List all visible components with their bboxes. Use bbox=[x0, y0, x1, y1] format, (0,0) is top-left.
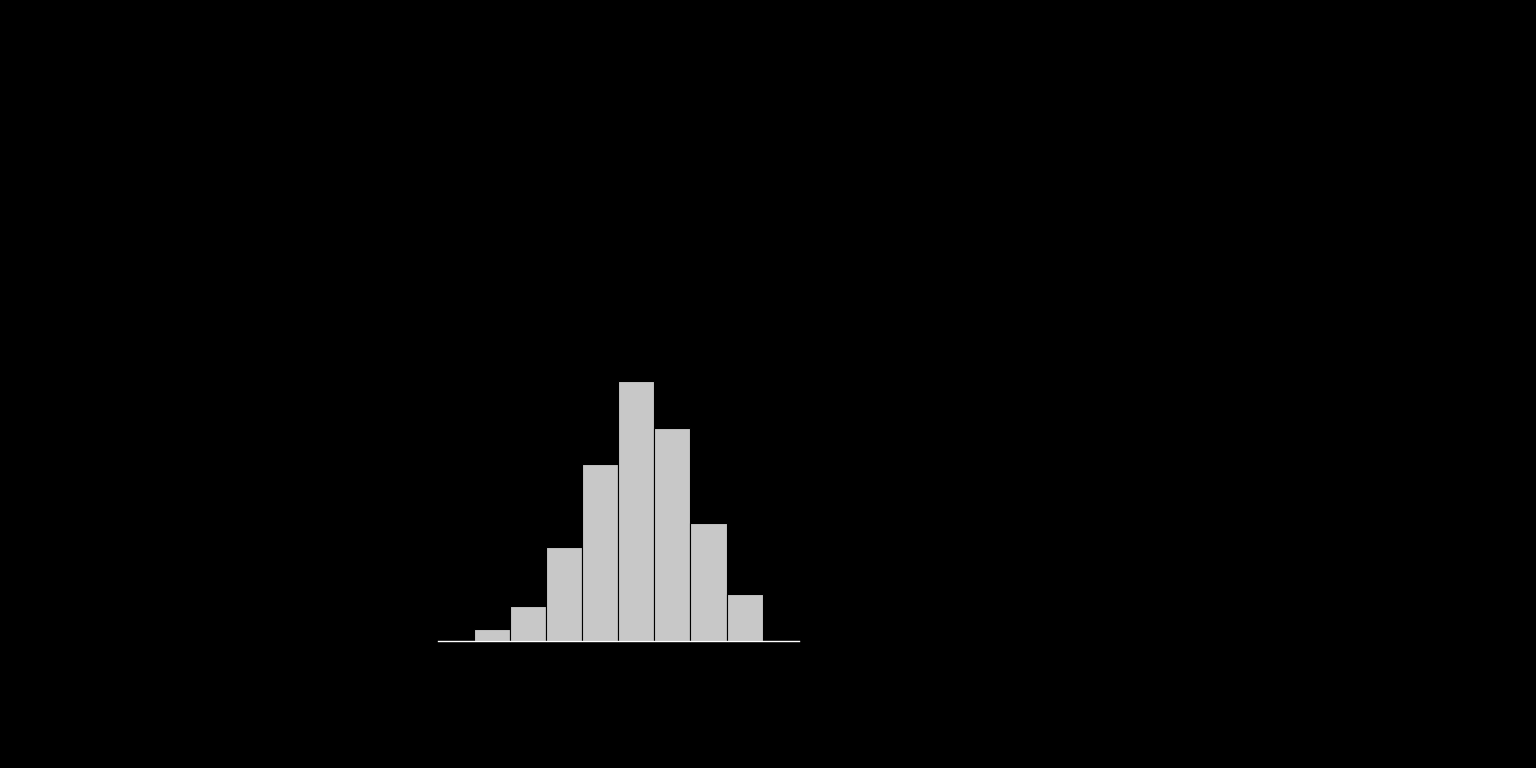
Bar bbox=[727, 594, 762, 641]
Bar bbox=[582, 464, 617, 641]
Bar bbox=[617, 381, 654, 641]
Bar bbox=[547, 547, 582, 641]
Bar bbox=[654, 429, 691, 641]
Bar bbox=[691, 523, 727, 641]
Bar bbox=[510, 606, 547, 641]
Bar bbox=[473, 630, 510, 641]
